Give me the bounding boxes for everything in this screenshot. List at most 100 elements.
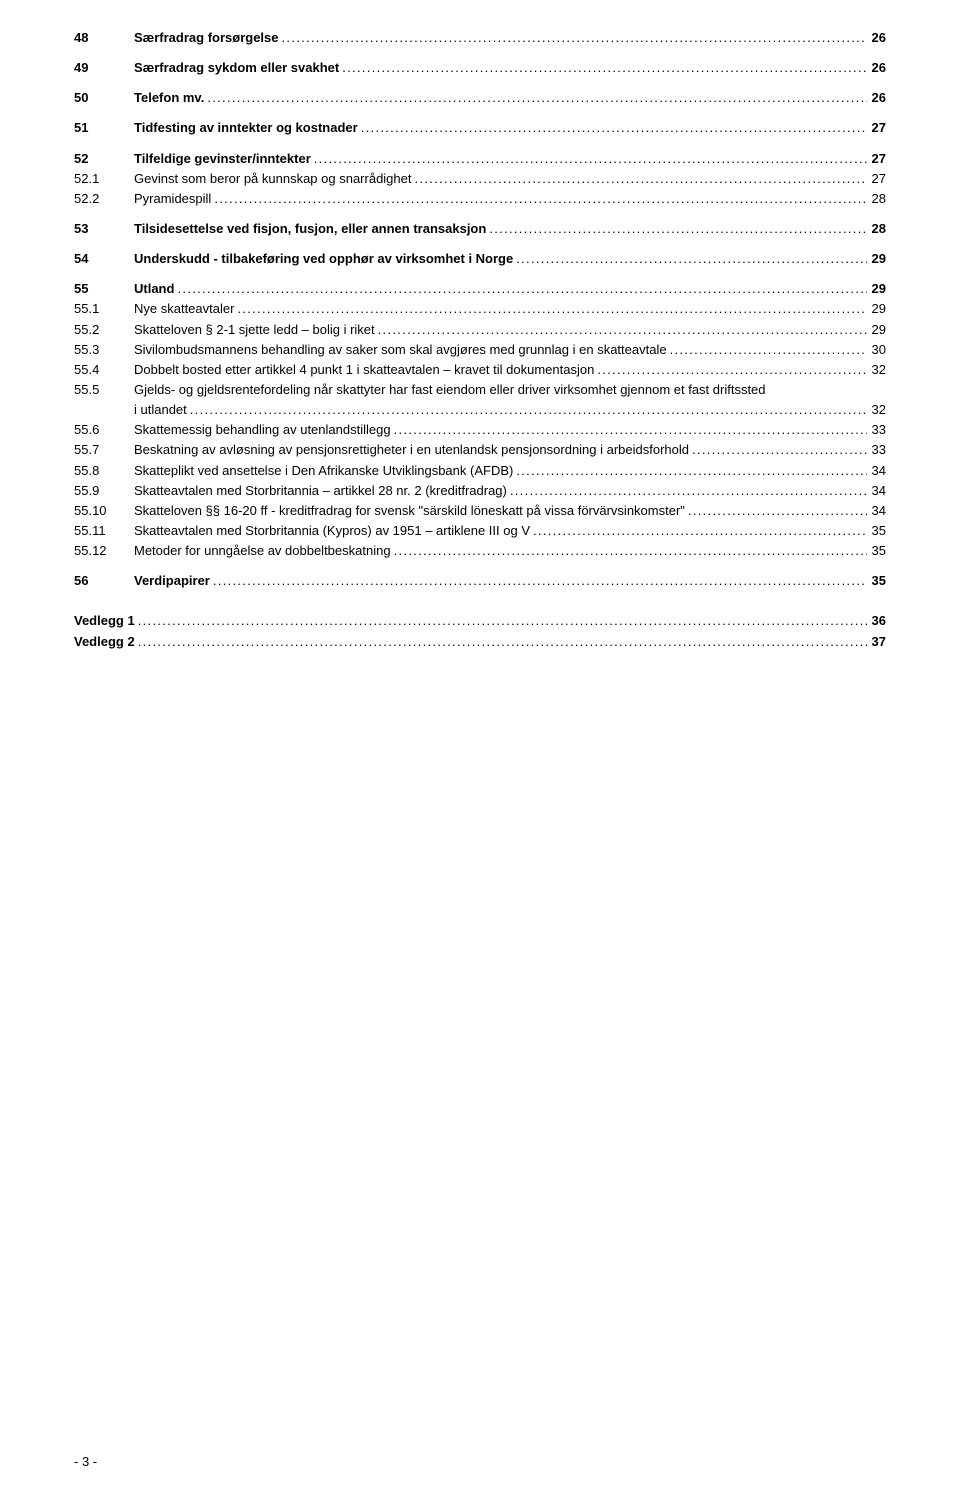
toc-leader-dots (394, 541, 867, 561)
toc-page-number: 35 (870, 541, 886, 561)
appendix-entry: Vedlegg 136 (74, 611, 886, 631)
toc-leader-dots (138, 632, 867, 652)
toc-title: Tilfeldige gevinster/inntekter (134, 149, 311, 169)
toc-leader-dots (342, 58, 866, 78)
toc-page-number: 35 (870, 521, 886, 541)
section-gap (74, 108, 886, 118)
toc-page-number: 27 (870, 118, 886, 138)
table-of-contents: 48Særfradrag forsørgelse2649Særfradrag s… (74, 28, 886, 591)
section-gap (74, 561, 886, 571)
toc-title: Skatteavtalen med Storbritannia – artikk… (134, 481, 507, 501)
toc-section: 55Utland29 (74, 279, 886, 299)
toc-number: 52.2 (74, 189, 134, 209)
toc-leader-dots (688, 501, 867, 521)
section-gap (74, 48, 886, 58)
toc-title: Dobbelt bosted etter artikkel 4 punkt 1 … (134, 360, 594, 380)
toc-leader-dots (138, 611, 867, 631)
toc-page-number: 26 (870, 58, 886, 78)
section-gap (74, 78, 886, 88)
toc-line: i utlandet 32 (74, 400, 886, 420)
appendix-title: Vedlegg 1 (74, 611, 135, 631)
toc-page-number: 32 (870, 400, 886, 420)
toc-number: 55.3 (74, 340, 134, 360)
toc-title: Utland (134, 279, 174, 299)
toc-leader-dots (207, 88, 866, 108)
toc-page-number: 33 (870, 420, 886, 440)
toc-subsection: 55.8Skatteplikt ved ansettelse i Den Afr… (74, 461, 886, 481)
toc-title: Skatteplikt ved ansettelse i Den Afrikan… (134, 461, 513, 481)
toc-title: Skatteloven § 2-1 sjette ledd – bolig i … (134, 320, 375, 340)
toc-subsection: 52.1Gevinst som beror på kunnskap og sna… (74, 169, 886, 189)
toc-subsection: 55.11Skatteavtalen med Storbritannia (Ky… (74, 521, 886, 541)
toc-title: Nye skatteavtaler (134, 299, 234, 319)
toc-page-number: 34 (870, 501, 886, 521)
toc-leader-dots (394, 420, 867, 440)
toc-title: Metoder for unngåelse av dobbeltbeskatni… (134, 541, 391, 561)
section-gap (74, 139, 886, 149)
appendix-entry: Vedlegg 2 37 (74, 632, 886, 652)
toc-number: 55.5 (74, 380, 134, 400)
section-gap (74, 209, 886, 219)
toc-number: 55.4 (74, 360, 134, 380)
toc-page-number: 28 (870, 189, 886, 209)
toc-number: 52 (74, 149, 134, 169)
toc-number: 51 (74, 118, 134, 138)
toc-number: 54 (74, 249, 134, 269)
toc-subsection: 55.10Skatteloven §§ 16-20 ff - kreditfra… (74, 501, 886, 521)
toc-section: 48Særfradrag forsørgelse26 (74, 28, 886, 48)
toc-page-number: 28 (870, 219, 886, 239)
toc-title: Sivilombudsmannens behandling av saker s… (134, 340, 667, 360)
toc-title: Beskatning av avløsning av pensjonsretti… (134, 440, 689, 460)
toc-page-number: 29 (870, 279, 886, 299)
toc-leader-dots (361, 118, 867, 138)
toc-title: Tilsidesettelse ved fisjon, fusjon, elle… (134, 219, 486, 239)
toc-page-number: 29 (870, 320, 886, 340)
toc-leader-dots (597, 360, 866, 380)
toc-leader-dots (670, 340, 867, 360)
toc-title: Telefon mv. (134, 88, 204, 108)
toc-page-number: 27 (870, 149, 886, 169)
toc-page-number: 26 (870, 28, 886, 48)
toc-page-number: 34 (870, 461, 886, 481)
toc-title: Tidfesting av inntekter og kostnader (134, 118, 358, 138)
appendix-page-number: 37 (870, 632, 886, 652)
toc-title: Skattemessig behandling av utenlandstill… (134, 420, 391, 440)
toc-subsection: 55.5Gjelds- og gjeldsrentefordeling når … (74, 380, 886, 420)
toc-number: 48 (74, 28, 134, 48)
section-gap (74, 239, 886, 249)
toc-subsection: 55.12Metoder for unngåelse av dobbeltbes… (74, 541, 886, 561)
toc-page-number: 32 (870, 360, 886, 380)
toc-subsection: 55.4Dobbelt bosted etter artikkel 4 punk… (74, 360, 886, 380)
toc-page-number: 27 (870, 169, 886, 189)
toc-leader-dots (177, 279, 866, 299)
toc-leader-dots (533, 521, 867, 541)
toc-subsection: 52.2Pyramidespill28 (74, 189, 886, 209)
toc-title: Verdipapirer (134, 571, 210, 591)
section-gap (74, 269, 886, 279)
toc-number: 52.1 (74, 169, 134, 189)
toc-subsection: 55.7Beskatning av avløsning av pensjonsr… (74, 440, 886, 460)
toc-subsection: 55.1Nye skatteavtaler29 (74, 299, 886, 319)
toc-title: Skatteloven §§ 16-20 ff - kreditfradrag … (134, 501, 685, 521)
toc-subsection: 55.6Skattemessig behandling av utenlands… (74, 420, 886, 440)
toc-section: 54Underskudd - tilbakeføring ved opphør … (74, 249, 886, 269)
toc-number: 50 (74, 88, 134, 108)
toc-leader-dots (190, 400, 867, 420)
toc-title: Skatteavtalen med Storbritannia (Kypros)… (134, 521, 530, 541)
toc-page-number: 29 (870, 249, 886, 269)
toc-leader-dots (692, 440, 867, 460)
toc-number: 55.10 (74, 501, 134, 521)
toc-number: 55.2 (74, 320, 134, 340)
toc-section: 56Verdipapirer35 (74, 571, 886, 591)
toc-section: 50Telefon mv. 26 (74, 88, 886, 108)
toc-leader-dots (378, 320, 867, 340)
appendix-title: Vedlegg 2 (74, 632, 135, 652)
toc-number: 55.12 (74, 541, 134, 561)
document-page: 48Særfradrag forsørgelse2649Særfradrag s… (0, 0, 960, 1497)
toc-section: 52Tilfeldige gevinster/inntekter 27 (74, 149, 886, 169)
toc-number: 55.1 (74, 299, 134, 319)
toc-title: i utlandet (134, 400, 187, 420)
toc-subsection: 55.3Sivilombudsmannens behandling av sak… (74, 340, 886, 360)
toc-page-number: 26 (870, 88, 886, 108)
toc-number: 56 (74, 571, 134, 591)
